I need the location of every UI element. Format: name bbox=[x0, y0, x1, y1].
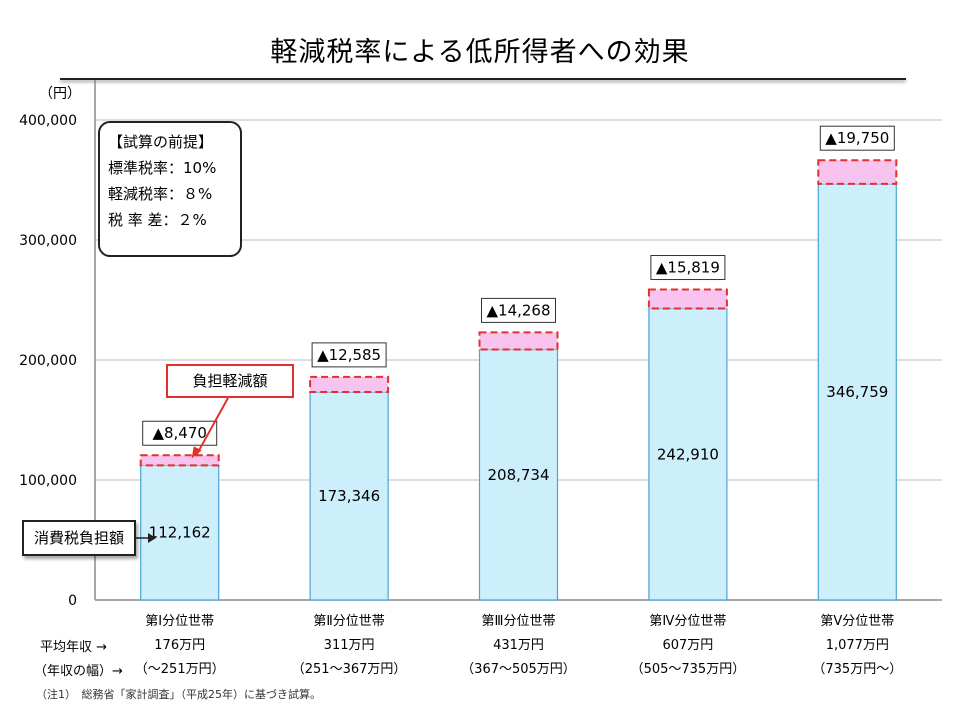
income-range: （735万円〜） bbox=[812, 662, 902, 677]
income-range: （505〜735万円） bbox=[631, 662, 746, 677]
category-label: 第Ⅰ分位世帯 bbox=[145, 614, 214, 629]
reduction-value-label: ▲14,268 bbox=[486, 301, 550, 319]
reduction-label-box bbox=[311, 342, 387, 368]
category-label: 第Ⅱ分位世帯 bbox=[313, 614, 384, 629]
reduction-callout: 負担軽減額 bbox=[166, 364, 294, 398]
y-tick-label: 100,000 bbox=[19, 473, 77, 489]
reduction-bar bbox=[478, 331, 559, 351]
burden-bar bbox=[309, 391, 389, 601]
assumption-line: 軽減税率：８% bbox=[108, 185, 213, 203]
income-value: 176万円 bbox=[154, 638, 205, 653]
income-value: 607万円 bbox=[662, 638, 713, 653]
burden-value-label: 112,162 bbox=[149, 524, 211, 542]
burden-value-label: 346,759 bbox=[826, 383, 888, 401]
reduction-label-box bbox=[650, 255, 726, 281]
burden-bar bbox=[817, 183, 897, 601]
reduction-callout-arrowhead bbox=[191, 446, 202, 459]
reduction-label-box bbox=[481, 297, 556, 323]
page-title: 軽減税率による低所得者への効果 bbox=[270, 37, 690, 68]
reduction-bar bbox=[647, 288, 728, 310]
income-value: 431万円 bbox=[493, 638, 544, 653]
burden-value-label: 208,734 bbox=[487, 466, 549, 484]
footnote: （注1） 総務省「家計調査」（平成25年）に基づき試算。 bbox=[36, 688, 321, 701]
income-range: （367〜505万円） bbox=[461, 662, 576, 677]
title-rule bbox=[60, 78, 906, 80]
reduction-callout-arrow bbox=[194, 397, 229, 457]
burden-bar bbox=[478, 348, 559, 601]
income-value: 311万円 bbox=[324, 638, 375, 653]
assumption-line: 標準税率：10% bbox=[108, 159, 217, 177]
range-row-label: （年収の幅）→ bbox=[34, 664, 123, 679]
burden-value-label: 242,910 bbox=[657, 445, 719, 463]
reduction-value-label: ▲8,470 bbox=[152, 424, 206, 442]
reduction-value-label: ▲15,819 bbox=[656, 259, 720, 277]
income-value: 1,077万円 bbox=[826, 638, 889, 653]
assumptions-heading: 【試算の前提】 bbox=[108, 133, 214, 151]
burden-callout: 消費税負担額 bbox=[22, 520, 136, 556]
bars bbox=[139, 159, 898, 601]
income-row-label: 平均年収 → bbox=[40, 640, 108, 655]
bar-labels: 112,162 ▲8,470 第Ⅰ分位世帯 176万円 （〜251万円） 173,346 ▲… bbox=[135, 125, 902, 677]
y-tick-label: 0 bbox=[68, 593, 77, 609]
category-label: 第Ⅲ分位世帯 bbox=[482, 614, 556, 629]
income-range: （〜251万円） bbox=[135, 662, 225, 677]
category-label: 第Ⅳ分位世帯 bbox=[649, 614, 726, 629]
reduction-value-label: ▲19,750 bbox=[825, 129, 889, 147]
burden-value-label: 173,346 bbox=[318, 487, 380, 505]
category-label: 第Ⅴ分位世帯 bbox=[820, 614, 894, 629]
burden-callout-arrowhead bbox=[148, 533, 156, 543]
reduction-bar bbox=[817, 159, 898, 185]
assumptions-box: 【試算の前提】 標準税率：10% 軽減税率：８% 税 率 差：２% bbox=[98, 121, 242, 257]
y-unit-label: （円） bbox=[39, 86, 81, 102]
y-tick-label: 400,000 bbox=[19, 113, 77, 129]
y-tick-label: 200,000 bbox=[19, 353, 77, 369]
y-tick-label: 300,000 bbox=[19, 233, 77, 249]
income-range: （251〜367万円） bbox=[292, 662, 407, 677]
burden-bar bbox=[648, 307, 728, 601]
reduction-value-label: ▲12,585 bbox=[317, 346, 381, 364]
axes: 0 100,000 200,000 300,000 400,000 （円） bbox=[19, 80, 942, 609]
reduction-label-box bbox=[819, 125, 895, 151]
reduction-bar bbox=[309, 375, 390, 393]
assumption-line: 税 率 差：２% bbox=[108, 211, 207, 229]
reduction-bar bbox=[139, 454, 220, 467]
